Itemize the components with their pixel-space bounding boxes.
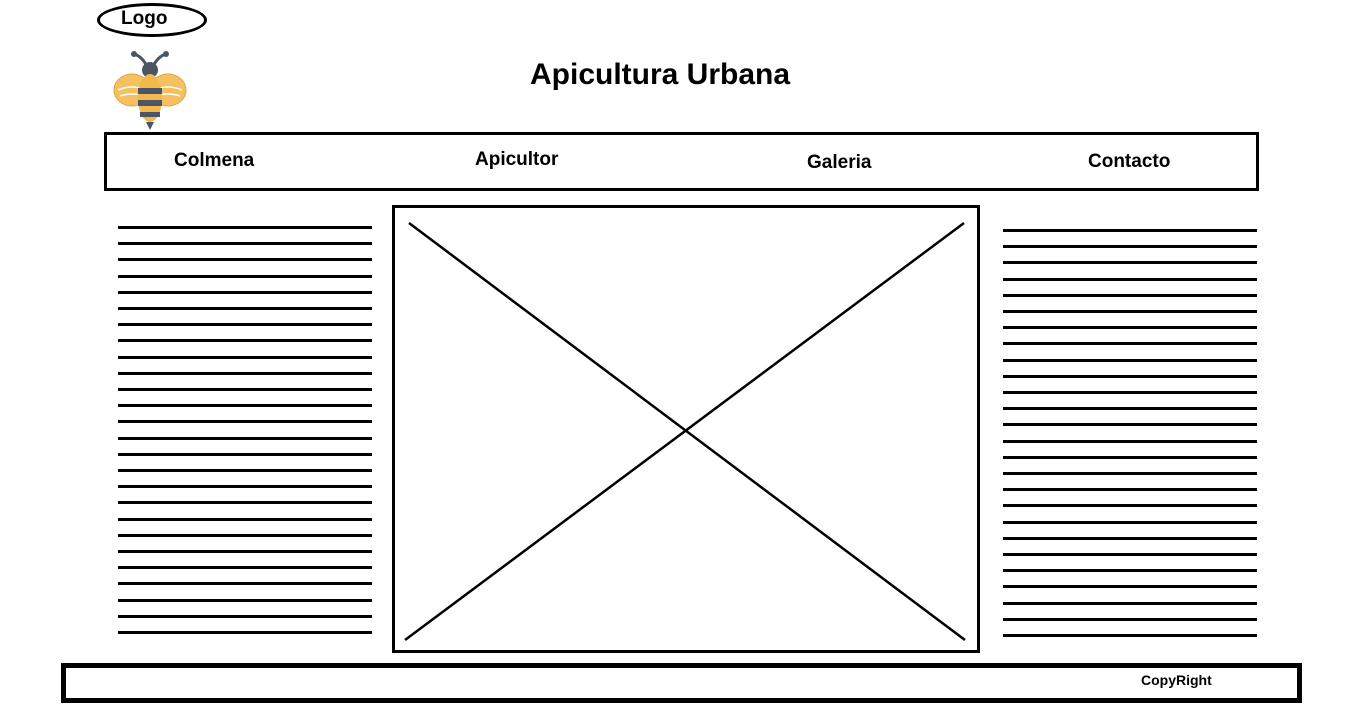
text-line <box>1003 310 1257 313</box>
text-line <box>118 582 372 586</box>
text-line <box>1003 245 1257 249</box>
text-line <box>1003 455 1257 459</box>
text-line <box>118 290 372 294</box>
text-line <box>118 388 372 391</box>
text-line <box>1003 423 1257 427</box>
text-line <box>1003 229 1257 232</box>
text-line <box>118 533 372 537</box>
logo-oval[interactable] <box>97 3 207 37</box>
text-line <box>118 371 372 375</box>
text-line <box>118 550 372 553</box>
text-line <box>118 420 372 424</box>
left-text-placeholder <box>118 226 374 638</box>
text-line <box>118 485 372 489</box>
text-line <box>118 566 372 570</box>
nav-item-apicultor[interactable]: Apicultor <box>475 149 559 170</box>
copyright-text: CopyRight <box>1141 672 1212 688</box>
text-line <box>118 436 372 440</box>
footer <box>61 663 1302 703</box>
bee-icon <box>113 51 187 130</box>
text-line <box>1003 488 1257 492</box>
text-line <box>1003 358 1257 362</box>
nav-item-contacto[interactable]: Contacto <box>1088 151 1171 172</box>
text-line <box>118 469 372 472</box>
text-line <box>1003 407 1257 411</box>
nav-item-galeria[interactable]: Galeria <box>807 152 872 173</box>
text-line <box>118 323 372 327</box>
text-line <box>118 307 372 310</box>
text-line <box>118 614 372 618</box>
text-line <box>1003 634 1257 637</box>
text-line <box>1003 342 1257 346</box>
text-line <box>1003 472 1257 475</box>
logo-label[interactable]: Logo <box>121 8 168 29</box>
text-line <box>118 631 372 634</box>
text-line <box>118 355 372 359</box>
text-line <box>118 226 372 229</box>
text-line <box>1003 504 1257 508</box>
text-line <box>1003 601 1257 605</box>
text-line <box>118 274 372 278</box>
text-line <box>118 404 372 408</box>
text-line <box>118 242 372 246</box>
nav-item-colmena[interactable]: Colmena <box>174 150 255 171</box>
text-line <box>1003 326 1257 330</box>
text-line <box>1003 536 1257 540</box>
text-line <box>1003 520 1257 524</box>
text-line <box>118 598 372 602</box>
text-line <box>1003 617 1257 621</box>
right-text-placeholder <box>1003 229 1259 641</box>
text-line <box>118 517 372 521</box>
text-line <box>118 501 372 505</box>
text-line <box>1003 585 1257 589</box>
image-placeholder <box>392 205 980 653</box>
text-line <box>118 258 372 262</box>
text-line <box>1003 553 1257 556</box>
text-line <box>118 339 372 343</box>
text-line <box>1003 374 1257 378</box>
text-line <box>1003 439 1257 443</box>
text-line <box>1003 261 1257 265</box>
main-nav <box>104 132 1259 191</box>
text-line <box>118 452 372 456</box>
page-title: Apicultura Urbana <box>530 58 791 91</box>
text-line <box>1003 293 1257 297</box>
text-line <box>1003 277 1257 281</box>
text-line <box>1003 391 1257 394</box>
text-line <box>1003 569 1257 573</box>
image-placeholder-icon <box>404 221 966 642</box>
